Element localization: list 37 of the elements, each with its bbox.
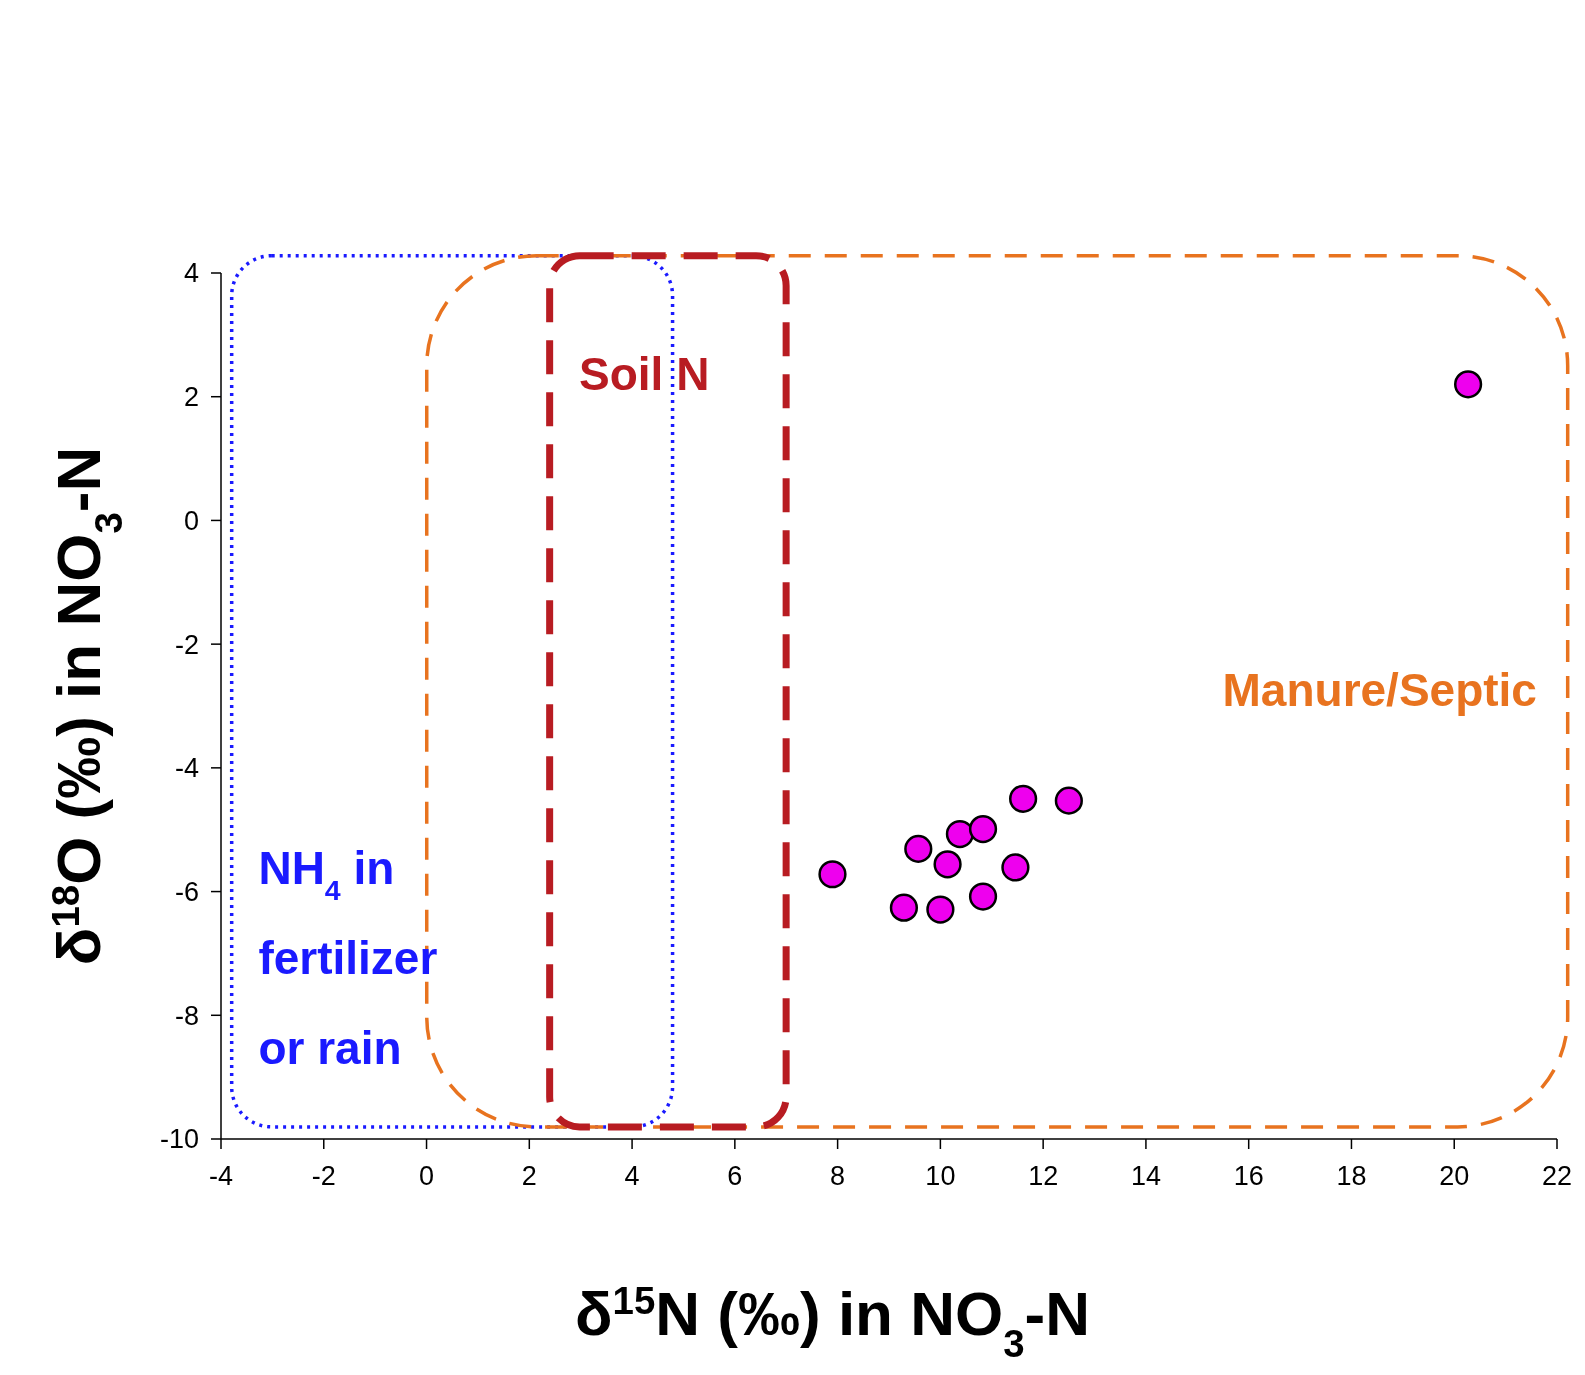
- point: [1009, 784, 1038, 813]
- annotation: Soil N: [579, 347, 710, 400]
- y-tick-label: -4: [174, 753, 199, 784]
- y-tick-label: 4: [183, 258, 199, 289]
- x-tick-label: 14: [1130, 1161, 1161, 1191]
- y-tick-label: -8: [174, 1000, 199, 1031]
- y-tick-label: -2: [174, 629, 199, 660]
- point: [968, 815, 998, 844]
- x-tick-label: 2: [521, 1161, 537, 1191]
- x-tick-label: 6: [727, 1161, 743, 1191]
- x-axis-title: δ$^{15}$N (‰) in NO$_{3}$-N: [575, 1278, 1090, 1365]
- x-tick-label: -2: [311, 1161, 336, 1191]
- x-tick-label: 22: [1541, 1161, 1573, 1191]
- point: [926, 895, 955, 924]
- x-tick-label: 16: [1233, 1161, 1264, 1191]
- x-tick-label: 10: [925, 1161, 956, 1191]
- x-tick-label: 18: [1336, 1161, 1367, 1191]
- point: [945, 819, 975, 849]
- x-tick-label: 12: [1028, 1161, 1059, 1191]
- x-tick-label: 8: [830, 1161, 846, 1191]
- x-tick-label: 20: [1439, 1161, 1470, 1191]
- point: [1453, 370, 1483, 399]
- point: [889, 893, 919, 922]
- x-tick-label: 4: [624, 1161, 640, 1191]
- x-tick-label: -4: [208, 1161, 234, 1191]
- annotation: Manure/Septic: [1222, 664, 1537, 716]
- y-tick-label: -10: [159, 1124, 199, 1155]
- point: [818, 860, 847, 889]
- y-tick-label: 2: [183, 382, 199, 413]
- point: [968, 882, 998, 911]
- point: [1001, 853, 1030, 882]
- x-tick-label: 0: [419, 1161, 435, 1191]
- point: [904, 834, 933, 863]
- point: [933, 850, 962, 879]
- y-tick-label: -6: [174, 877, 199, 908]
- y-tick-label: 0: [183, 505, 199, 536]
- point: [1054, 786, 1083, 815]
